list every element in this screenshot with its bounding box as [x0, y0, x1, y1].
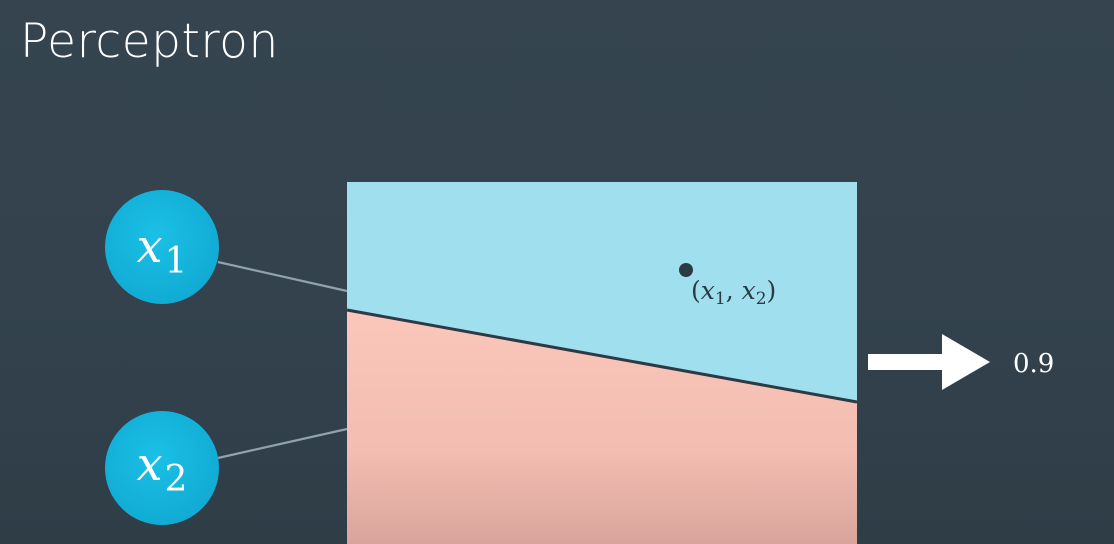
data-point-label: (x1, x2): [691, 276, 776, 309]
input-x2-var: x: [137, 437, 163, 491]
input-node-x1[interactable]: x1: [105, 190, 219, 304]
input-node-x1-circle: [105, 190, 219, 304]
input-node-x2[interactable]: x2: [105, 411, 219, 525]
slide-title: Perceptron: [20, 14, 279, 69]
input-x1-subscript: 1: [165, 241, 188, 282]
edge-x2: [217, 427, 348, 460]
right-arrow-icon: [868, 334, 990, 390]
svg-text:x2: x2: [137, 437, 188, 500]
decision-boundary: [346, 308, 858, 404]
decision-plot: [346, 182, 858, 544]
negative-region: [347, 310, 857, 544]
input-x1-var: x: [137, 219, 163, 273]
svg-text:x1: x1: [137, 219, 188, 282]
data-point-marker: [679, 263, 693, 277]
input-node-x2-circle: [105, 411, 219, 525]
output-value: 0.9: [1013, 349, 1054, 379]
input-x2-subscript: 2: [165, 459, 188, 500]
edge-x1: [217, 260, 348, 293]
